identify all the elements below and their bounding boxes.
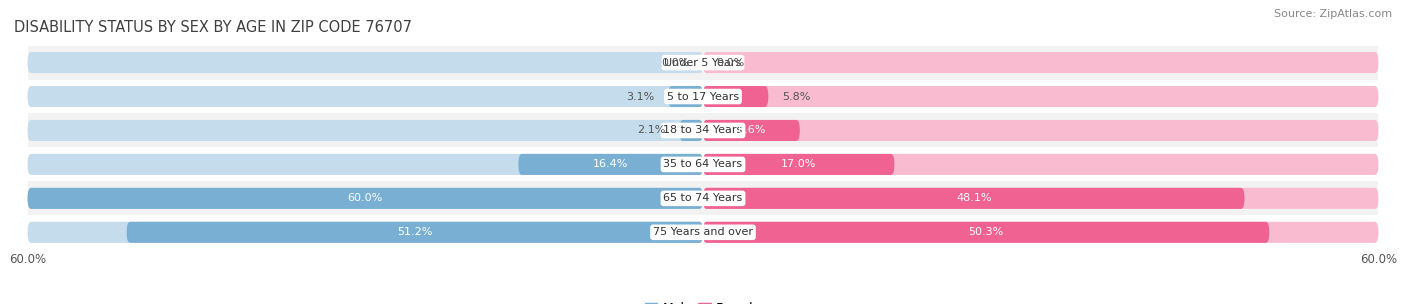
Text: DISABILITY STATUS BY SEX BY AGE IN ZIP CODE 76707: DISABILITY STATUS BY SEX BY AGE IN ZIP C…	[14, 20, 412, 35]
FancyBboxPatch shape	[703, 120, 1378, 141]
Text: Under 5 Years: Under 5 Years	[665, 57, 741, 67]
FancyBboxPatch shape	[703, 154, 1378, 175]
Text: 16.4%: 16.4%	[593, 159, 628, 169]
Text: Source: ZipAtlas.com: Source: ZipAtlas.com	[1274, 9, 1392, 19]
FancyBboxPatch shape	[703, 120, 800, 141]
FancyBboxPatch shape	[703, 222, 1378, 243]
FancyBboxPatch shape	[28, 222, 703, 243]
FancyBboxPatch shape	[703, 52, 1378, 73]
FancyBboxPatch shape	[703, 86, 1378, 107]
Bar	[28, 80, 1378, 113]
FancyBboxPatch shape	[28, 154, 703, 175]
Text: 65 to 74 Years: 65 to 74 Years	[664, 193, 742, 203]
FancyBboxPatch shape	[703, 222, 1270, 243]
Text: 18 to 34 Years: 18 to 34 Years	[664, 126, 742, 136]
FancyBboxPatch shape	[703, 188, 1378, 209]
Text: 0.0%: 0.0%	[661, 57, 689, 67]
Text: 60.0%: 60.0%	[347, 193, 382, 203]
FancyBboxPatch shape	[703, 86, 768, 107]
FancyBboxPatch shape	[28, 188, 703, 209]
Legend: Male, Female: Male, Female	[640, 297, 766, 304]
FancyBboxPatch shape	[703, 188, 1244, 209]
FancyBboxPatch shape	[28, 188, 703, 209]
Bar	[28, 46, 1378, 80]
FancyBboxPatch shape	[127, 222, 703, 243]
FancyBboxPatch shape	[28, 52, 703, 73]
Text: 51.2%: 51.2%	[396, 227, 433, 237]
Text: 3.1%: 3.1%	[626, 92, 655, 102]
Bar	[28, 181, 1378, 215]
FancyBboxPatch shape	[679, 120, 703, 141]
Text: 35 to 64 Years: 35 to 64 Years	[664, 159, 742, 169]
Bar	[28, 215, 1378, 249]
Text: 2.1%: 2.1%	[637, 126, 666, 136]
FancyBboxPatch shape	[28, 120, 703, 141]
Text: 48.1%: 48.1%	[956, 193, 991, 203]
FancyBboxPatch shape	[668, 86, 703, 107]
Text: 50.3%: 50.3%	[969, 227, 1004, 237]
Bar	[28, 147, 1378, 181]
FancyBboxPatch shape	[519, 154, 703, 175]
Text: 8.6%: 8.6%	[737, 126, 766, 136]
Text: 5 to 17 Years: 5 to 17 Years	[666, 92, 740, 102]
Text: 17.0%: 17.0%	[780, 159, 817, 169]
Text: 0.0%: 0.0%	[717, 57, 745, 67]
FancyBboxPatch shape	[703, 154, 894, 175]
FancyBboxPatch shape	[28, 86, 703, 107]
Bar	[28, 113, 1378, 147]
Text: 75 Years and over: 75 Years and over	[652, 227, 754, 237]
Text: 5.8%: 5.8%	[782, 92, 810, 102]
